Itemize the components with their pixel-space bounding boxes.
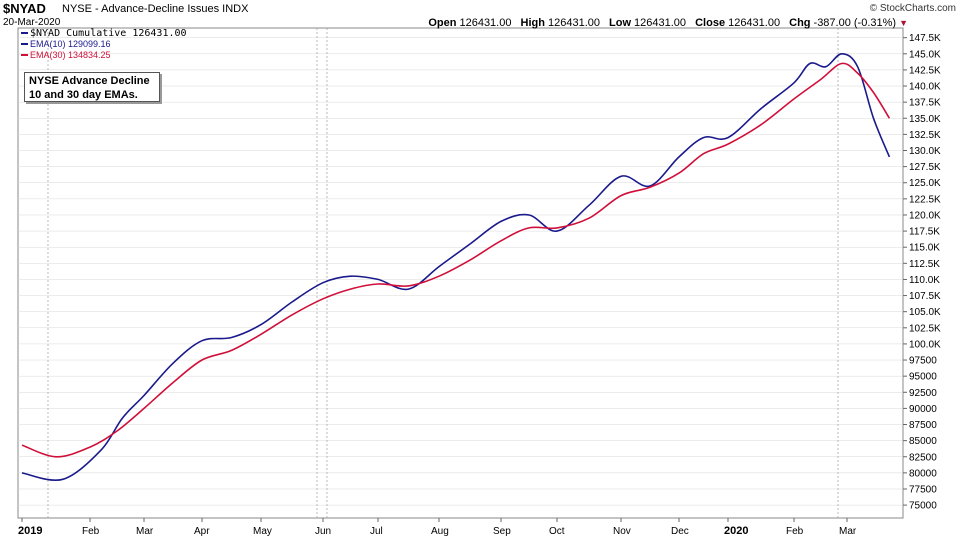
y-tick-label: 142.5K bbox=[909, 65, 941, 76]
low-label: Low bbox=[609, 17, 632, 29]
x-tick-label: Feb bbox=[82, 526, 100, 537]
x-tick-label: Oct bbox=[549, 526, 565, 537]
x-tick-label: Jul bbox=[370, 526, 383, 537]
x-tick-label: Aug bbox=[431, 526, 449, 537]
x-tick-label: Nov bbox=[613, 526, 631, 537]
legend-entry: $NYAD Cumulative 126431.00 bbox=[30, 28, 187, 39]
ticker-symbol: $NYAD bbox=[3, 1, 46, 16]
x-tick-label: Apr bbox=[194, 526, 210, 537]
y-tick-label: 112.5K bbox=[909, 259, 940, 270]
open-label: Open bbox=[428, 17, 457, 29]
y-tick-label: 120.0K bbox=[909, 210, 941, 221]
y-tick-label: 75000 bbox=[909, 501, 937, 512]
y-tick-label: 127.5K bbox=[909, 162, 941, 173]
y-tick-label: 130.0K bbox=[909, 146, 941, 157]
y-tick-label: 95000 bbox=[909, 372, 937, 383]
gridlines bbox=[18, 28, 907, 522]
y-tick-label: 100.0K bbox=[909, 339, 941, 350]
y-tick-label: 137.5K bbox=[909, 98, 941, 109]
quote-bar: Open 126431.00 High 126431.00 Low 126431.00… bbox=[422, 17, 908, 29]
open-value: 126431.00 bbox=[459, 17, 512, 29]
y-tick-label: 125.0K bbox=[909, 178, 941, 189]
y-tick-label: 87500 bbox=[909, 420, 937, 431]
y-tick-label: 135.0K bbox=[909, 114, 941, 125]
x-tick-label: Sep bbox=[493, 526, 511, 537]
x-tick-label: 2019 bbox=[18, 525, 42, 537]
x-tick-label: Jun bbox=[315, 526, 331, 537]
y-tick-label: 107.5K bbox=[909, 291, 941, 302]
y-tick-label: 102.5K bbox=[909, 323, 941, 334]
high-label: High bbox=[520, 17, 545, 29]
y-tick-label: 117.5K bbox=[909, 227, 940, 238]
y-tick-label: 85000 bbox=[909, 436, 937, 447]
legend-entry: EMA(30) 134834.25 bbox=[30, 50, 111, 60]
security-name: NYSE - Advance-Decline Issues INDX bbox=[62, 3, 249, 15]
chg-value: -387.00 (-0.31%) bbox=[813, 17, 897, 29]
ema10-line bbox=[21, 52, 891, 481]
y-tick-label: 140.0K bbox=[909, 82, 941, 93]
y-tick-label: 105.0K bbox=[909, 307, 941, 318]
annotation-line-2: 10 and 30 day EMAs. bbox=[29, 89, 138, 101]
low-value: 126431.00 bbox=[634, 17, 687, 29]
y-tick-label: 122.5K bbox=[909, 194, 941, 205]
y-tick-label: 92500 bbox=[909, 388, 937, 399]
y-tick-label: 90000 bbox=[909, 404, 937, 415]
high-value: 126431.00 bbox=[547, 17, 600, 29]
y-tick-label: 110.0K bbox=[909, 275, 940, 286]
down-arrow-icon: ▼ bbox=[899, 18, 908, 28]
y-tick-label: 132.5K bbox=[909, 130, 941, 141]
x-tick-label: Mar bbox=[839, 526, 857, 537]
close-label: Close bbox=[695, 17, 726, 29]
y-tick-label: 82500 bbox=[909, 452, 937, 463]
y-tick-label: 145.0K bbox=[909, 49, 941, 60]
ema30-line bbox=[21, 62, 891, 458]
x-tick-label: Feb bbox=[786, 526, 804, 537]
series-lines bbox=[21, 52, 891, 481]
x-axis-tick-labels: 2019 Feb Mar Apr May Jun Jul Aug Sep Oct Nov Dec 202… bbox=[18, 525, 857, 537]
y-tick-label: 115.0K bbox=[909, 243, 940, 254]
x-tick-label: 2020 bbox=[724, 525, 748, 537]
x-tick-label: Mar bbox=[136, 526, 154, 537]
y-tick-label: 77500 bbox=[909, 484, 937, 495]
annotation-box: NYSE Advance Decline 10 and 30 day EMAs. bbox=[24, 72, 160, 102]
x-tick-label: May bbox=[253, 526, 272, 537]
y-tick-label: 147.5K bbox=[909, 33, 941, 44]
brand-label: © StockCharts.com bbox=[869, 3, 956, 14]
y-tick-label: 97500 bbox=[909, 356, 937, 367]
y-axis-tick-labels: 75000 77500 80000 82500 85000 87500 90000 92500… bbox=[909, 33, 941, 511]
close-value: 126431.00 bbox=[728, 17, 781, 29]
x-tick-label: Dec bbox=[671, 526, 689, 537]
plot-area bbox=[17, 27, 904, 519]
y-tick-label: 80000 bbox=[909, 468, 937, 479]
legend-entry: EMA(10) 129099.16 bbox=[30, 39, 111, 49]
annotation-line-1: NYSE Advance Decline bbox=[29, 75, 150, 87]
chart-date: 20-Mar-2020 bbox=[3, 17, 61, 28]
chg-label: Chg bbox=[789, 17, 811, 29]
